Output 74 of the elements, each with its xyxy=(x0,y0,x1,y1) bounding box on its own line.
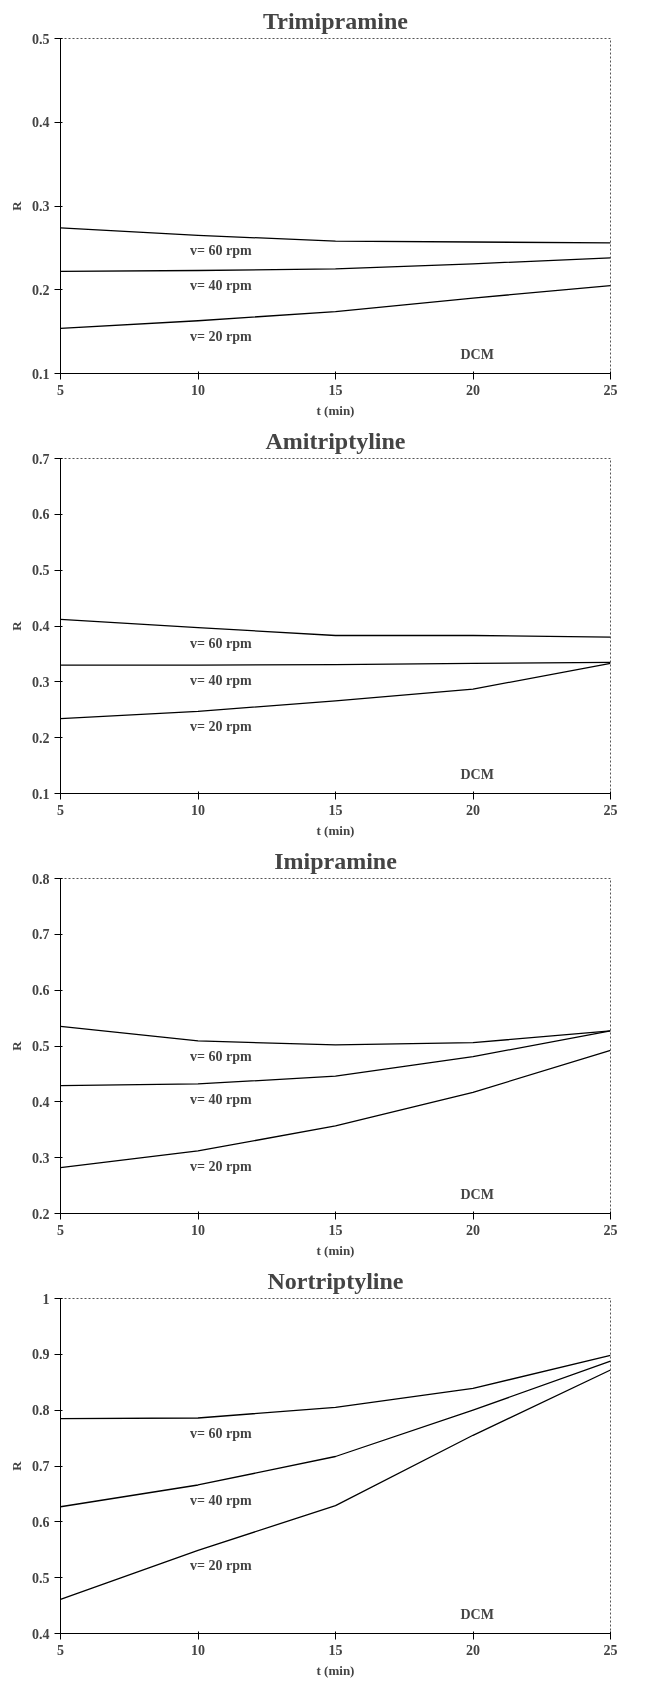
series-label: v= 20 rpm xyxy=(190,328,252,344)
y-tick-label: 0.2 xyxy=(32,730,50,746)
x-tick-label: 25 xyxy=(603,1222,618,1238)
annotation: DCM xyxy=(460,1186,494,1202)
y-tick-label: 0.6 xyxy=(32,507,50,523)
x-tick-label: 10 xyxy=(191,1222,205,1238)
x-tick-label: 20 xyxy=(466,382,480,398)
y-tick-label: 0.4 xyxy=(32,1626,50,1642)
y-tick-label: 0.3 xyxy=(32,1150,50,1166)
x-tick-label: 20 xyxy=(466,802,480,818)
x-tick-label: 10 xyxy=(191,1642,205,1658)
chart-title: Amitriptyline xyxy=(265,427,406,454)
x-axis-title: t (min) xyxy=(316,1242,355,1258)
series-label: v= 40 rpm xyxy=(190,673,252,689)
x-tick-label: 25 xyxy=(603,1642,618,1658)
series-label: v= 60 rpm xyxy=(190,1048,252,1064)
x-tick-label: 15 xyxy=(328,1642,343,1658)
x-tick-label: 20 xyxy=(466,1222,480,1238)
y-tick-label: 0.3 xyxy=(32,199,50,214)
y-tick-label: 0.9 xyxy=(32,1347,50,1363)
x-tick-label: 15 xyxy=(328,382,343,398)
y-tick-label: 0.8 xyxy=(32,871,50,887)
series-label: v= 60 rpm xyxy=(190,635,252,651)
series-label: v= 20 rpm xyxy=(190,1558,252,1574)
x-axis-title: t (min) xyxy=(316,1662,355,1678)
y-tick-label: 0.6 xyxy=(32,1514,50,1530)
x-tick-label: 25 xyxy=(603,802,618,818)
y-tick-label: 0.5 xyxy=(32,1570,50,1586)
chart-title: Nortriptyline xyxy=(267,1267,404,1294)
x-tick-label: 5 xyxy=(57,382,64,398)
x-axis-title: t (min) xyxy=(316,402,355,418)
y-tick-label: 0.4 xyxy=(32,619,50,634)
y-tick-label: 0.6 xyxy=(32,983,50,999)
y-axis-title: R xyxy=(9,1460,24,1471)
y-axis-title: R xyxy=(9,200,24,211)
y-axis-title: R xyxy=(9,620,24,631)
x-tick-label: 15 xyxy=(328,802,343,818)
y-tick-label: 0.7 xyxy=(32,1459,50,1474)
x-tick-label: 5 xyxy=(57,1642,64,1658)
series-label: v= 40 rpm xyxy=(190,1091,252,1107)
series-label: v= 60 rpm xyxy=(190,243,252,259)
y-tick-label: 1 xyxy=(42,1291,50,1307)
y-tick-label: 0.5 xyxy=(32,1039,50,1054)
x-tick-label: 25 xyxy=(603,382,618,398)
x-tick-label: 5 xyxy=(57,1222,64,1238)
y-tick-label: 0.1 xyxy=(32,366,50,382)
y-tick-label: 0.5 xyxy=(32,31,50,47)
y-tick-label: 0.4 xyxy=(32,1094,50,1110)
x-tick-label: 10 xyxy=(191,382,205,398)
y-tick-label: 0.3 xyxy=(32,674,50,690)
chart-title: Trimipramine xyxy=(263,7,409,34)
x-tick-label: 10 xyxy=(191,802,205,818)
x-tick-label: 15 xyxy=(328,1222,343,1238)
series-label: v= 40 rpm xyxy=(190,1492,252,1508)
annotation: DCM xyxy=(460,346,494,362)
y-tick-label: 0.8 xyxy=(32,1403,50,1419)
series-label: v= 20 rpm xyxy=(190,719,252,735)
series-label: v= 20 rpm xyxy=(190,1158,252,1174)
y-axis-title: R xyxy=(9,1040,24,1051)
y-tick-label: 0.1 xyxy=(32,786,50,802)
x-axis-title: t (min) xyxy=(316,822,355,838)
x-tick-label: 20 xyxy=(466,1642,480,1658)
y-tick-label: 0.5 xyxy=(32,563,50,579)
y-tick-label: 0.7 xyxy=(32,927,50,943)
y-tick-label: 0.2 xyxy=(32,282,50,298)
chart-title: Imipramine xyxy=(274,847,398,874)
y-tick-label: 0.4 xyxy=(32,115,50,131)
y-tick-label: 0.2 xyxy=(32,1206,50,1222)
y-tick-label: 0.7 xyxy=(32,451,50,467)
x-tick-label: 5 xyxy=(57,802,64,818)
series-label: v= 40 rpm xyxy=(190,278,252,294)
series-label: v= 60 rpm xyxy=(190,1425,252,1441)
annotation: DCM xyxy=(460,1606,494,1622)
annotation: DCM xyxy=(460,766,494,782)
